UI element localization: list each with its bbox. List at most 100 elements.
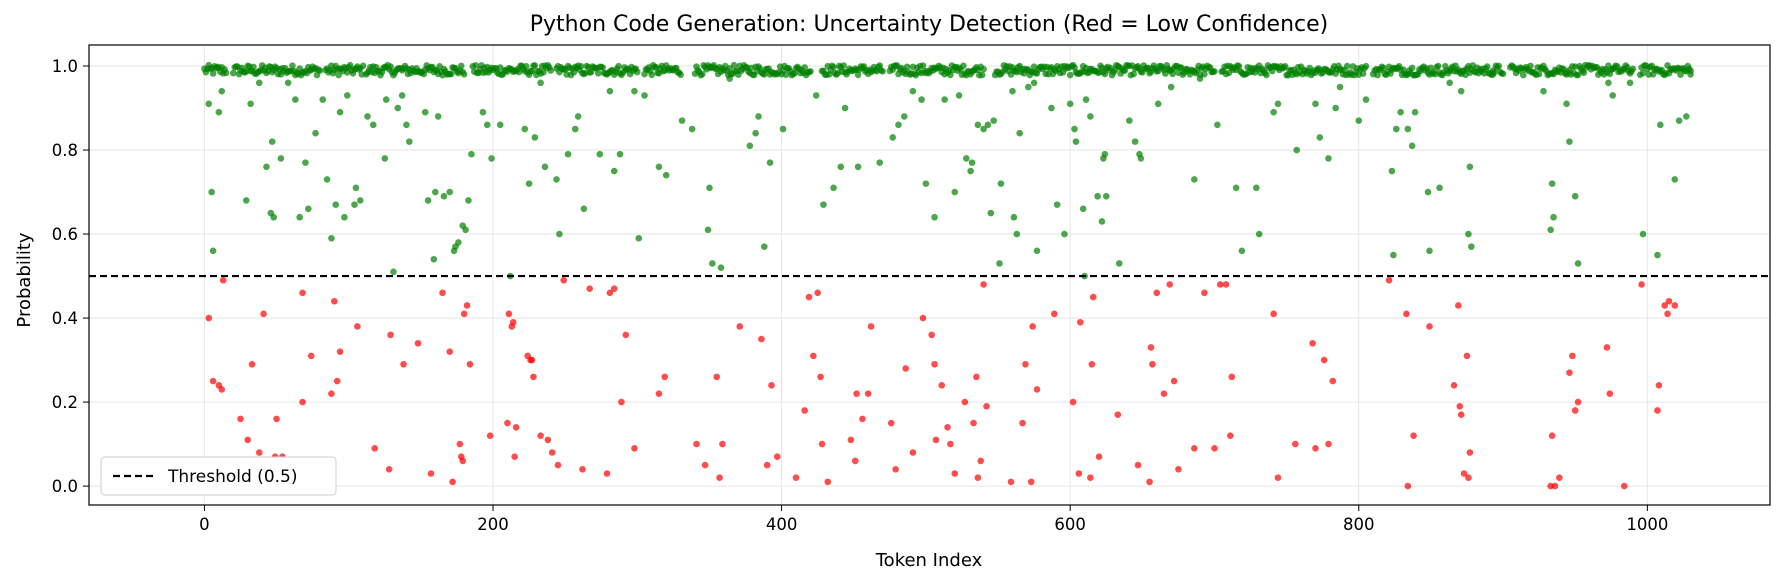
red-point <box>400 360 407 368</box>
green-point <box>1098 218 1106 225</box>
green-point <box>1683 113 1690 120</box>
red-point <box>773 453 781 460</box>
green-point <box>967 167 974 175</box>
green-point <box>1657 121 1664 129</box>
red-point <box>701 461 709 469</box>
green-point <box>1066 100 1074 108</box>
red-point <box>1320 356 1328 364</box>
green-point <box>889 134 897 141</box>
red-point <box>273 415 280 423</box>
green-point <box>730 61 738 69</box>
green-point <box>455 239 462 246</box>
green-point <box>677 71 684 79</box>
green-point <box>1465 230 1472 238</box>
red-point <box>1175 465 1182 473</box>
red-point <box>1216 281 1224 288</box>
green-point <box>1362 96 1370 103</box>
green-point <box>606 87 614 95</box>
red-point <box>505 310 513 318</box>
green-point <box>369 121 377 129</box>
green-point <box>305 205 312 213</box>
green-point <box>1571 192 1579 200</box>
red-point <box>1465 474 1472 481</box>
red-point <box>328 390 335 397</box>
green-point <box>1392 125 1400 133</box>
red-point <box>1166 281 1174 288</box>
red-point <box>655 390 663 397</box>
green-point <box>574 113 582 120</box>
red-point <box>1661 302 1668 309</box>
red-point <box>466 360 474 368</box>
green-point <box>895 121 902 129</box>
green-point <box>247 100 254 108</box>
green-point <box>779 125 787 133</box>
green-point <box>1499 70 1507 78</box>
green-point <box>1495 62 1503 70</box>
green-point <box>1580 69 1588 77</box>
y-tick-label: 0.0 <box>52 477 78 496</box>
green-point <box>596 150 604 158</box>
red-point <box>1153 289 1161 297</box>
green-point <box>641 92 648 99</box>
red-point <box>560 276 568 284</box>
red-point <box>974 474 982 481</box>
red-point <box>1222 281 1230 288</box>
green-point <box>968 159 976 166</box>
red-point <box>1147 344 1155 351</box>
green-point <box>947 71 954 79</box>
green-point <box>837 163 845 171</box>
green-point <box>1574 260 1582 267</box>
green-point <box>1270 108 1277 116</box>
green-point <box>1013 230 1021 238</box>
red-point <box>1201 289 1208 297</box>
red-point <box>928 331 935 339</box>
green-point <box>1274 100 1282 108</box>
green-point <box>528 67 536 75</box>
red-point <box>1095 453 1103 460</box>
green-point <box>296 213 303 221</box>
green-point <box>432 188 439 196</box>
green-point <box>951 188 959 196</box>
red-point <box>1620 482 1628 490</box>
red-point <box>460 310 468 318</box>
red-point <box>205 314 213 322</box>
green-point <box>980 125 987 133</box>
x-tick-label: 200 <box>477 515 509 534</box>
green-point <box>1238 247 1246 255</box>
green-point <box>390 268 397 276</box>
red-point <box>1403 310 1410 318</box>
green-point <box>289 62 296 70</box>
red-point <box>1566 369 1573 376</box>
green-point <box>488 155 495 162</box>
red-point <box>1450 381 1458 389</box>
green-point <box>1325 155 1332 162</box>
red-point <box>387 331 394 339</box>
green-point <box>1639 230 1647 238</box>
green-point <box>830 63 837 71</box>
green-point <box>1639 69 1647 77</box>
green-point <box>1574 71 1582 79</box>
legend-box <box>100 456 337 496</box>
green-point <box>352 184 360 192</box>
green-point <box>1404 125 1412 133</box>
y-tick-label: 0.8 <box>52 141 78 160</box>
green-point <box>1061 230 1068 238</box>
red-point <box>719 440 726 448</box>
green-point <box>595 69 602 77</box>
green-point <box>854 71 862 79</box>
x-tick-label: 1000 <box>1626 515 1668 534</box>
green-point <box>209 70 217 77</box>
green-point <box>1102 192 1110 200</box>
green-point <box>496 121 504 129</box>
green-point <box>381 155 389 162</box>
green-point <box>270 213 277 221</box>
green-point <box>1087 113 1094 120</box>
red-point <box>1029 323 1036 330</box>
red-point <box>938 381 946 389</box>
green-point <box>984 121 992 129</box>
green-point <box>726 75 733 82</box>
red-point <box>622 331 630 339</box>
green-point <box>1281 62 1289 70</box>
